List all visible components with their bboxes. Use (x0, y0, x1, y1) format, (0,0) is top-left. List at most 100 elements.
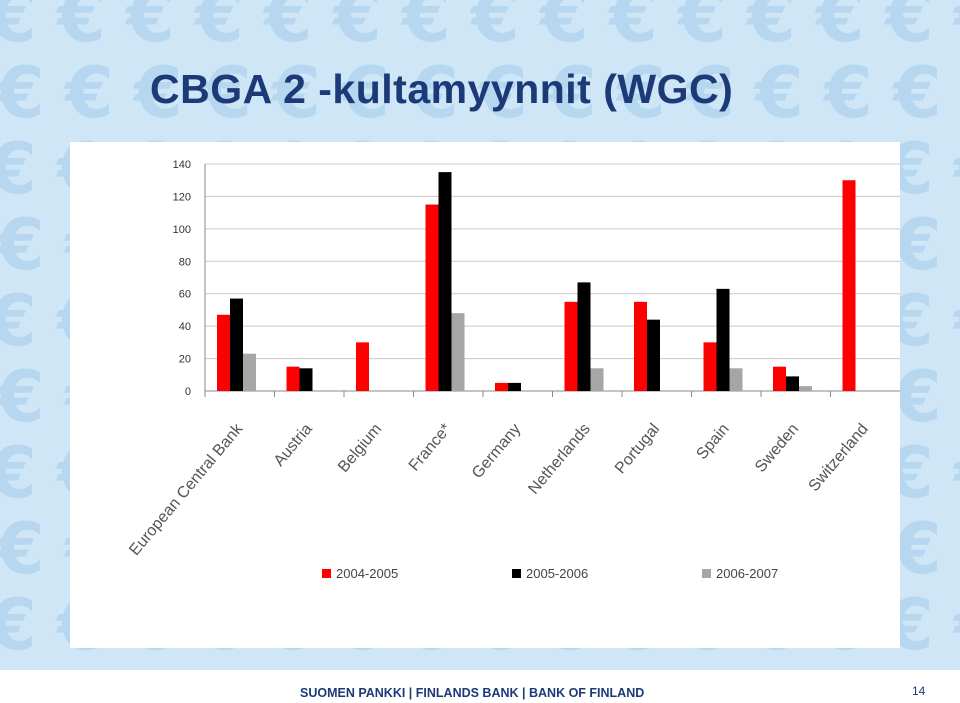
category-label: Spain (693, 421, 732, 463)
euro-watermark: € (540, 0, 589, 58)
euro-watermark: € (0, 508, 45, 590)
bar-2005-2006 (438, 172, 452, 391)
euro-watermark: € (686, 52, 735, 134)
euro-watermark: € (954, 134, 960, 204)
bar-2004-2005 (634, 301, 647, 391)
category-label: Germany (469, 421, 524, 482)
euro-watermark: € (548, 52, 597, 134)
bar-2006-2007 (590, 368, 604, 391)
euro-watermark: € (824, 666, 873, 670)
bar-2005-2006 (577, 282, 591, 391)
euro-watermark: € (686, 666, 735, 670)
euro-watermark: € (471, 0, 520, 58)
bar-2005-2006 (716, 288, 730, 391)
bar-2006-2007 (451, 313, 465, 391)
euro-watermark: € (893, 666, 942, 670)
category-label: European Central Bank (126, 420, 247, 559)
legend-label: 2004-2005 (336, 566, 398, 581)
euro-watermark: € (617, 52, 666, 134)
euro-watermark: € (755, 52, 804, 134)
euro-watermark: € (954, 0, 960, 52)
euro-watermark: € (203, 666, 252, 670)
page-number: 14 (912, 684, 926, 698)
euro-watermark: € (134, 666, 183, 670)
y-tick-label: 40 (179, 321, 191, 333)
category-label: Austria (271, 421, 316, 470)
euro-watermark: € (126, 0, 175, 58)
euro-watermark: € (410, 666, 459, 670)
euro-watermark: € (65, 666, 114, 670)
bar-2004-2005 (564, 301, 578, 391)
euro-watermark: € (893, 52, 942, 134)
euro-watermark: € (57, 0, 106, 58)
euro-watermark: € (609, 0, 658, 58)
euro-watermark: € (816, 0, 865, 58)
bar-2005-2006 (786, 376, 799, 391)
y-tick-label: 20 (179, 354, 191, 366)
euro-watermark: € (333, 0, 382, 58)
bar-2005-2006 (647, 319, 660, 391)
euro-watermark: € (0, 280, 37, 362)
euro-watermark: € (548, 666, 597, 670)
euro-watermark: € (0, 356, 45, 438)
bar-2006-2007 (799, 386, 812, 391)
euro-watermark: € (0, 584, 37, 666)
euro-watermark: € (264, 0, 313, 58)
bar-2004-2005 (425, 204, 439, 391)
legend-swatch-2005-2006 (512, 569, 521, 578)
legend-swatch-2004-2005 (322, 569, 331, 578)
bar-2004-2005 (703, 342, 717, 391)
category-label: Portugal (612, 421, 663, 478)
footer: SUOMEN PANKKI | FINLANDS BANK | BANK OF … (0, 670, 960, 703)
bar-2005-2006 (508, 382, 521, 391)
category-label: France* (406, 421, 455, 475)
euro-watermark: € (272, 666, 321, 670)
euro-watermark: € (678, 0, 727, 58)
euro-watermark: € (410, 52, 459, 134)
euro-watermark: € (134, 52, 183, 134)
y-tick-label: 60 (179, 289, 191, 301)
legend-label: 2006-2007 (716, 566, 778, 581)
bar-2004-2005 (286, 366, 300, 391)
euro-watermark: € (65, 52, 114, 134)
footer-text: SUOMEN PANKKI | FINLANDS BANK | BANK OF … (300, 686, 645, 700)
category-label: Sweden (752, 421, 802, 476)
euro-watermark: € (341, 666, 390, 670)
euro-watermark: € (954, 438, 960, 508)
euro-watermark: € (0, 128, 37, 210)
bar-2006-2007 (729, 368, 743, 391)
category-label: Switzerland (806, 421, 872, 495)
y-tick-label: 140 (173, 159, 191, 171)
euro-watermark: € (954, 590, 960, 660)
euro-watermark: € (755, 666, 804, 670)
bar-2004-2005 (773, 366, 786, 391)
legend-label: 2005-2006 (526, 566, 588, 581)
bar-2005-2006 (230, 298, 243, 391)
euro-watermark: € (885, 0, 934, 58)
euro-watermark: € (893, 204, 942, 286)
bar-2004-2005 (842, 180, 856, 391)
euro-watermark: € (479, 666, 528, 670)
euro-watermark: € (341, 52, 390, 134)
euro-watermark: € (402, 0, 451, 58)
bar-chart: 0 20 40 60 80 100 120 140 European Central Bank A… (126, 159, 900, 581)
bar-2004-2005 (495, 382, 508, 391)
y-tick-label: 80 (179, 256, 191, 268)
category-label: Netherlands (525, 421, 593, 498)
euro-watermark: € (893, 356, 942, 438)
euro-watermark: € (893, 508, 942, 590)
euro-watermark: € (0, 0, 37, 58)
euro-watermark: € (0, 52, 45, 134)
euro-watermark: € (203, 52, 252, 134)
euro-watermark: € (195, 0, 244, 58)
y-tick-label: 100 (173, 224, 191, 236)
euro-watermark: € (954, 286, 960, 356)
bar-2006-2007 (243, 353, 256, 391)
bar-2004-2005 (217, 314, 230, 391)
bar-2004-2005 (356, 342, 369, 391)
bar-2005-2006 (299, 368, 313, 391)
chart-panel: 0 20 40 60 80 100 120 140 European Central Bank A… (70, 142, 900, 648)
euro-watermark: € (0, 204, 45, 286)
euro-watermark: € (0, 432, 37, 514)
